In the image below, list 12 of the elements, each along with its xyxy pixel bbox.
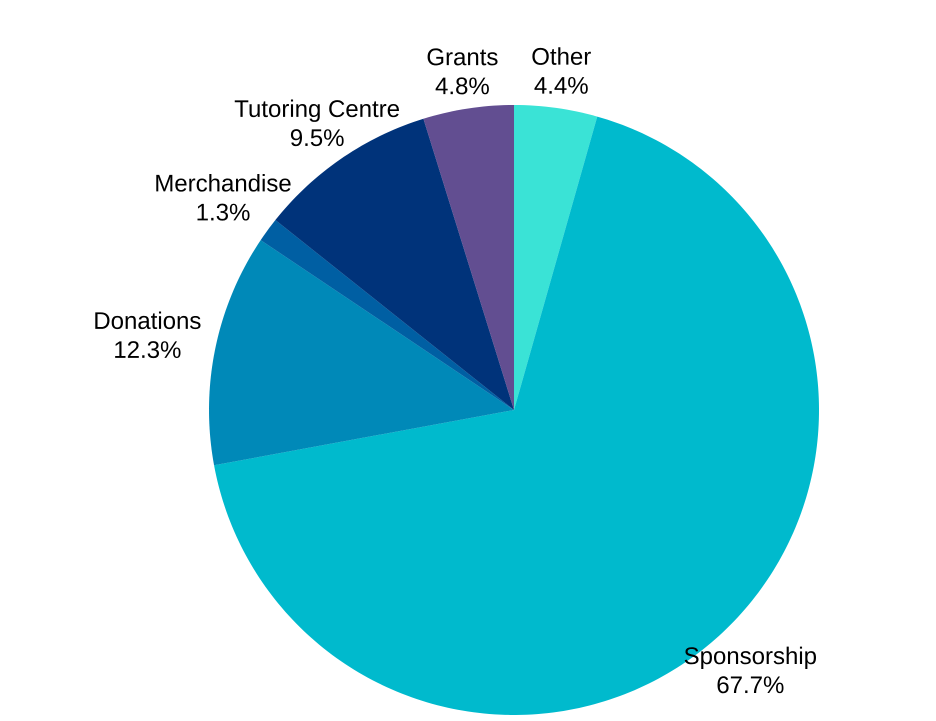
data-label: 1.3% bbox=[197, 204, 250, 221]
data-label: 12.3% bbox=[115, 341, 181, 358]
data-label: 4.8% bbox=[436, 77, 489, 94]
data-label: 9.5% bbox=[290, 129, 344, 146]
slice-label: Sponsorship bbox=[684, 646, 816, 670]
slice-label: Grants bbox=[428, 48, 498, 66]
slice-label: Merchandise bbox=[156, 174, 291, 192]
slice-label: Tutoring Centre bbox=[234, 100, 399, 122]
slice-label: Donations bbox=[95, 311, 201, 330]
slice-label: Other bbox=[532, 47, 591, 65]
data-label: 4.4% bbox=[534, 77, 588, 94]
data-label: 67.7% bbox=[718, 676, 784, 694]
